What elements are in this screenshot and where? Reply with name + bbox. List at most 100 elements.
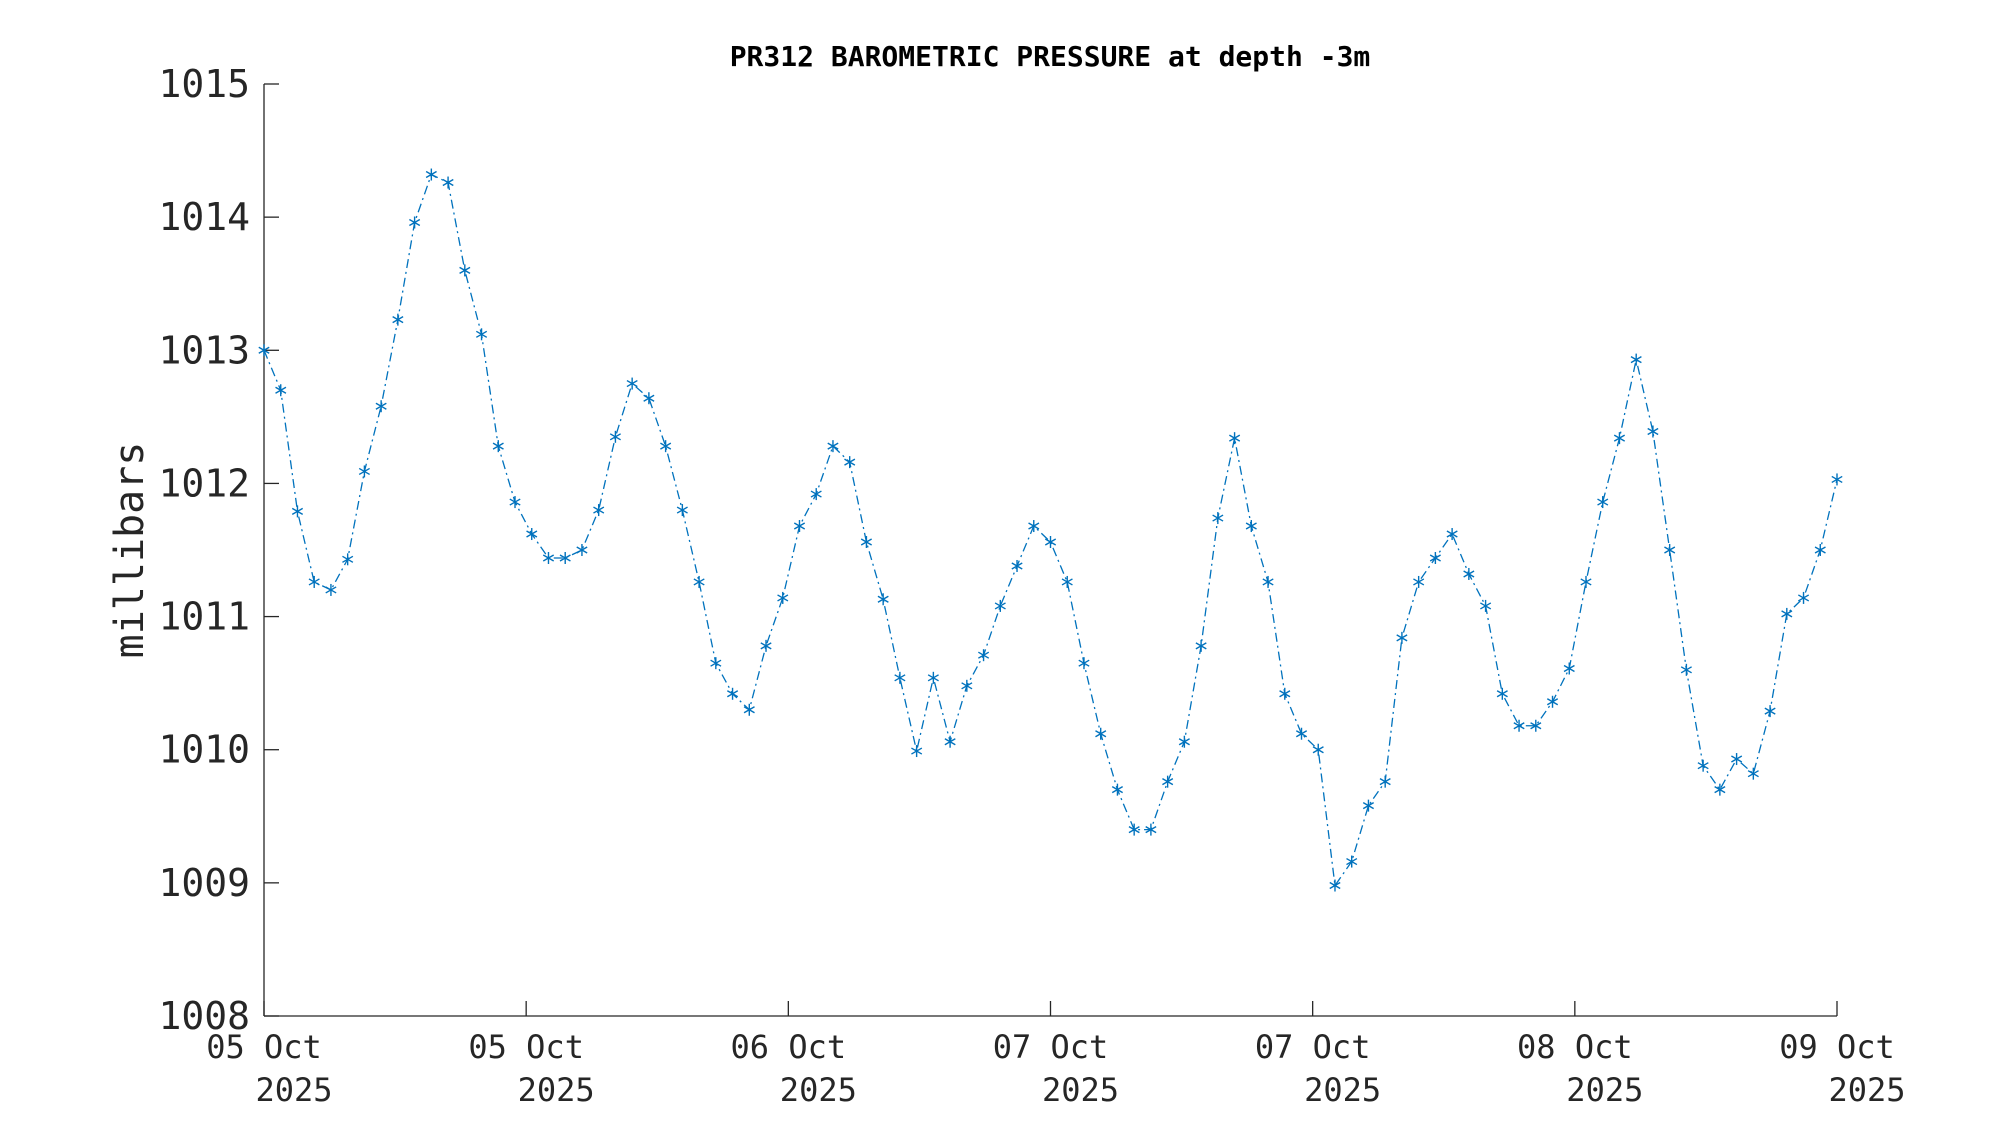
data-point-asterisk <box>308 575 320 588</box>
data-point-asterisk <box>1111 783 1124 796</box>
data-point-asterisk <box>576 544 588 556</box>
data-point-asterisk <box>459 264 471 277</box>
data-point-asterisk <box>760 639 772 652</box>
data-point-asterisk <box>743 703 755 716</box>
data-point-asterisk <box>961 679 973 692</box>
x-tick-label: 06 Oct <box>731 1028 847 1066</box>
data-point-asterisk <box>1613 432 1626 445</box>
y-tick-label: 1008 <box>158 994 250 1038</box>
x-tick-label: 05 Oct <box>468 1028 584 1066</box>
data-point-asterisk <box>1095 727 1107 740</box>
data-point-asterisk <box>358 465 370 478</box>
data-point-asterisk <box>827 440 839 453</box>
data-point-asterisk <box>793 520 806 533</box>
y-tick-label: 1009 <box>158 861 250 905</box>
data-point-asterisk <box>994 599 1006 612</box>
plot-area <box>258 168 1843 892</box>
data-point-asterisk <box>1195 639 1207 652</box>
x-tick-label: 08 Oct <box>1517 1028 1633 1066</box>
y-axis-label: millibars <box>107 442 153 659</box>
data-point-asterisk <box>291 505 304 518</box>
data-point-asterisk <box>1396 631 1408 644</box>
data-point-asterisk <box>1463 567 1475 580</box>
data-point-asterisk <box>693 575 705 588</box>
data-point-asterisk <box>927 671 939 684</box>
data-point-asterisk <box>1480 599 1492 612</box>
data-point-asterisk <box>425 168 437 181</box>
data-point-asterisk <box>1580 575 1592 588</box>
data-point-asterisk <box>1078 657 1090 670</box>
data-point-asterisk <box>392 313 404 326</box>
data-point-asterisk <box>1563 662 1575 675</box>
data-point-asterisk <box>1362 799 1375 812</box>
data-point-asterisk <box>1413 575 1425 588</box>
data-point-asterisk <box>1379 775 1391 788</box>
data-point-asterisk <box>1295 727 1308 740</box>
data-point-asterisk <box>643 392 655 405</box>
data-point-asterisk <box>894 671 906 684</box>
data-point-asterisk <box>860 536 872 549</box>
data-point-asterisk <box>676 504 688 517</box>
series-line <box>263 173 1838 888</box>
y-tick-label: 1015 <box>158 62 250 106</box>
x-tick-year: 2025 <box>518 1071 595 1109</box>
x-tick-label: 09 Oct <box>1779 1028 1895 1066</box>
data-point-asterisk <box>1814 544 1826 556</box>
data-point-asterisk <box>1664 544 1676 556</box>
data-point-asterisk <box>1162 775 1174 788</box>
data-point-asterisk <box>1245 520 1257 533</box>
data-point-asterisk <box>844 456 856 469</box>
data-point-asterisk <box>342 553 354 566</box>
data-point-asterisk <box>593 504 605 517</box>
data-point-asterisk <box>1496 687 1508 700</box>
y-tick-label: 1014 <box>158 195 250 239</box>
data-point-asterisk <box>1597 496 1609 509</box>
x-tick-year: 2025 <box>780 1071 857 1109</box>
data-point-asterisk <box>1797 591 1810 604</box>
data-point-asterisk <box>777 591 789 604</box>
data-point-asterisk <box>1714 783 1726 796</box>
y-tick-label: 1013 <box>158 328 250 372</box>
data-point-asterisk <box>1680 663 1692 676</box>
data-point-asterisk <box>1429 551 1441 564</box>
data-point-asterisk <box>1731 753 1743 766</box>
data-point-asterisk <box>660 440 672 453</box>
x-tick-year: 2025 <box>1566 1071 1643 1109</box>
x-tick-year: 2025 <box>1042 1071 1119 1109</box>
data-point-asterisk <box>1513 719 1525 732</box>
x-tick-year: 2025 <box>1828 1071 1905 1109</box>
data-point-asterisk <box>1145 823 1157 836</box>
data-point-asterisk <box>325 583 337 596</box>
data-point-asterisk <box>1279 687 1291 700</box>
data-point-asterisk <box>409 216 421 229</box>
y-tick-label: 1010 <box>158 728 250 772</box>
data-point-asterisk <box>810 488 822 501</box>
data-point-asterisk <box>542 551 555 564</box>
data-point-asterisk <box>1329 879 1341 892</box>
data-point-asterisk <box>944 735 956 748</box>
data-point-asterisk <box>509 496 521 509</box>
data-point-asterisk <box>877 593 889 606</box>
data-point-asterisk <box>911 745 923 758</box>
data-point-asterisk <box>1312 743 1324 756</box>
data-point-asterisk <box>1128 823 1140 836</box>
data-point-asterisk <box>626 377 638 390</box>
data-point-asterisk <box>1647 425 1659 438</box>
data-point-asterisk <box>1178 735 1190 748</box>
data-point-asterisk <box>1831 473 1843 486</box>
data-point-asterisk <box>609 430 621 443</box>
data-point-asterisk <box>1546 695 1559 708</box>
data-point-asterisk <box>1044 536 1057 549</box>
data-point-asterisk <box>559 551 571 564</box>
y-tick-label: 1011 <box>158 595 250 639</box>
data-point-asterisk <box>1446 528 1458 541</box>
data-point-asterisk <box>1781 607 1793 620</box>
chart-title: PR312 BAROMETRIC PRESSURE at depth -3m <box>730 40 1371 73</box>
data-point-asterisk <box>375 400 387 413</box>
data-point-asterisk <box>1212 512 1224 525</box>
data-point-asterisk <box>977 649 990 662</box>
x-tick-year: 2025 <box>255 1071 332 1109</box>
data-point-asterisk <box>442 176 454 189</box>
x-tick-label: 07 Oct <box>993 1028 1109 1066</box>
